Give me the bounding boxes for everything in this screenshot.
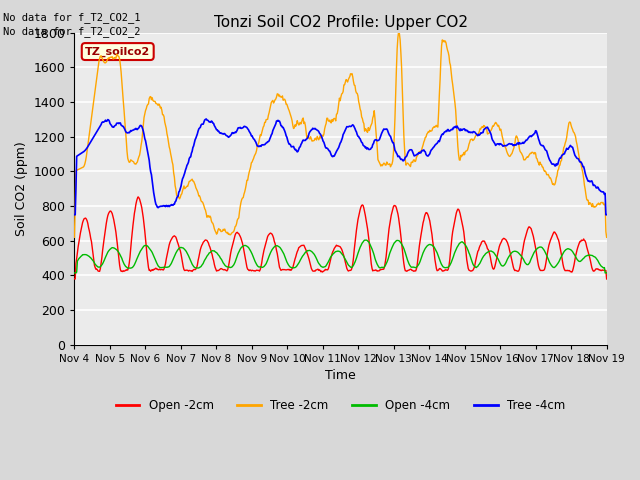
X-axis label: Time: Time [325,370,356,383]
Legend: Open -2cm, Tree -2cm, Open -4cm, Tree -4cm: Open -2cm, Tree -2cm, Open -4cm, Tree -4… [111,395,570,417]
Y-axis label: Soil CO2 (ppm): Soil CO2 (ppm) [15,141,28,236]
Text: No data for f_T2_CO2_2: No data for f_T2_CO2_2 [3,26,141,37]
Text: No data for f_T2_CO2_1: No data for f_T2_CO2_1 [3,12,141,23]
Text: TZ_soilco2: TZ_soilco2 [85,47,150,57]
Title: Tonzi Soil CO2 Profile: Upper CO2: Tonzi Soil CO2 Profile: Upper CO2 [214,15,468,30]
